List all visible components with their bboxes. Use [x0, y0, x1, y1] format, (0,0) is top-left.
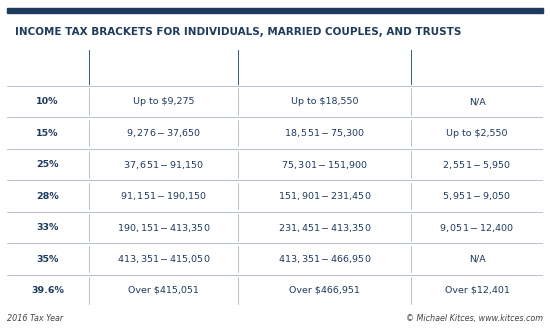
Text: TAX BRACKET: TAX BRACKET — [10, 62, 85, 72]
Text: 2016 Tax Year: 2016 Tax Year — [7, 314, 63, 323]
Text: $413,351 - $415,050: $413,351 - $415,050 — [117, 253, 210, 265]
Text: $2,551 - $5,950: $2,551 - $5,950 — [442, 158, 512, 171]
Text: Up to $2,550: Up to $2,550 — [446, 129, 508, 138]
Text: $75,301 - $151,900: $75,301 - $151,900 — [280, 158, 368, 171]
Text: Over $466,951: Over $466,951 — [289, 286, 360, 295]
Text: N/A: N/A — [469, 97, 486, 106]
Text: TRUSTS: TRUSTS — [455, 62, 498, 72]
Text: INDIVIDUALS: INDIVIDUALS — [128, 62, 199, 72]
Text: $18,551 - $75,300: $18,551 - $75,300 — [284, 127, 365, 139]
Text: Up to $18,550: Up to $18,550 — [291, 97, 358, 106]
Text: $190,151 - $413,350: $190,151 - $413,350 — [117, 221, 210, 234]
Text: 15%: 15% — [36, 129, 59, 138]
Text: $91,151 - $190,150: $91,151 - $190,150 — [120, 190, 207, 202]
Text: $9,276 - $37,650: $9,276 - $37,650 — [126, 127, 201, 139]
Text: 28%: 28% — [36, 191, 59, 201]
Text: 35%: 35% — [36, 254, 59, 263]
Text: 10%: 10% — [36, 97, 59, 106]
Text: Up to $9,275: Up to $9,275 — [133, 97, 194, 106]
Text: 39.6%: 39.6% — [31, 286, 64, 295]
Text: Over $415,051: Over $415,051 — [128, 286, 199, 295]
Text: $231,451 - $413,350: $231,451 - $413,350 — [278, 221, 371, 234]
Text: $37,651 - $91,150: $37,651 - $91,150 — [123, 158, 204, 171]
Text: $9,051 - $12,400: $9,051 - $12,400 — [439, 221, 515, 234]
Text: 33%: 33% — [36, 223, 59, 232]
Text: INCOME TAX BRACKETS FOR INDIVIDUALS, MARRIED COUPLES, AND TRUSTS: INCOME TAX BRACKETS FOR INDIVIDUALS, MAR… — [15, 27, 461, 37]
Bar — [7, 8, 543, 13]
Text: MARRIED COUPLES: MARRIED COUPLES — [272, 62, 377, 72]
Text: $151,901 - $231,450: $151,901 - $231,450 — [278, 190, 371, 202]
Text: © Michael Kitces, www.kitces.com: © Michael Kitces, www.kitces.com — [406, 314, 543, 323]
Text: 25%: 25% — [36, 160, 59, 169]
Text: $5,951 - $9,050: $5,951 - $9,050 — [442, 190, 512, 202]
Text: Over $12,401: Over $12,401 — [444, 286, 509, 295]
Text: $413,351 - $466,950: $413,351 - $466,950 — [278, 253, 371, 265]
Text: N/A: N/A — [469, 254, 486, 263]
